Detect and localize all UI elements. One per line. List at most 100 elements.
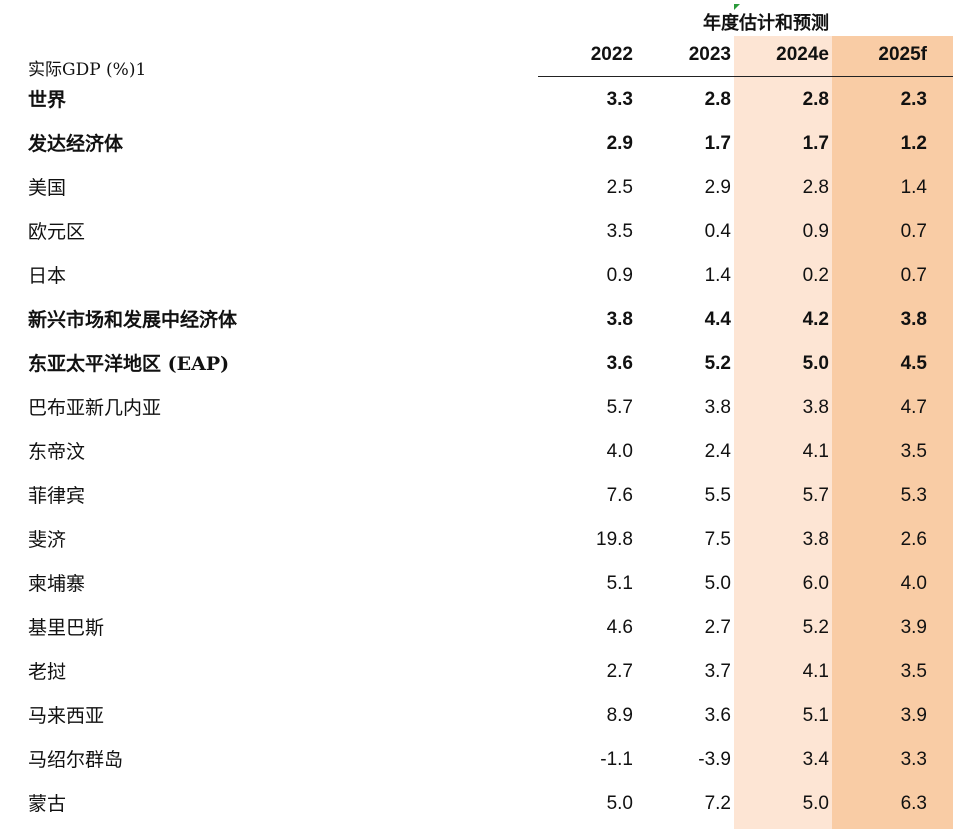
- table-row: 蒙古 5.0 7.2 5.0 6.3: [0, 792, 953, 836]
- value-cell-2022: 4.6: [606, 617, 633, 638]
- value-cell-2025f: 0.7: [900, 265, 927, 286]
- value-cell-2023: 2.7: [704, 617, 731, 638]
- value-cell-2022: 5.0: [606, 793, 633, 814]
- value-cell-2023: 0.4: [704, 221, 731, 242]
- value-cell-2022: 0.9: [606, 265, 633, 286]
- table-row: 美国 2.5 2.9 2.8 1.4: [0, 176, 953, 220]
- estimate-column-shading: [734, 36, 832, 829]
- value-cell-2024e: 5.7: [802, 485, 829, 506]
- value-cell-2022: 8.9: [606, 705, 633, 726]
- value-cell-2024e: 5.0: [802, 353, 829, 374]
- row-label: 马绍尔群岛: [28, 749, 124, 771]
- table-row: 菲律宾 7.6 5.5 5.7 5.3: [0, 484, 953, 528]
- value-cell-2025f: 4.5: [900, 353, 927, 374]
- forecast-column-shading: [832, 36, 953, 829]
- value-cell-2025f: 4.0: [900, 573, 927, 594]
- value-cell-2025f: 2.3: [900, 89, 927, 110]
- value-cell-2025f: 6.3: [900, 793, 927, 814]
- value-cell-2022: 7.6: [606, 485, 633, 506]
- table-row: 东亚太平洋地区 (EAP) 3.6 5.2 5.0 4.5: [0, 352, 953, 396]
- value-cell-2024e: 1.7: [802, 133, 829, 154]
- value-cell-2022: 3.6: [606, 353, 633, 374]
- value-cell-2023: 1.4: [704, 265, 731, 286]
- value-cell-2024e: 0.2: [802, 265, 829, 286]
- table-row: 日本 0.9 1.4 0.2 0.7: [0, 264, 953, 308]
- value-cell-2022: 2.5: [606, 177, 633, 198]
- value-cell-2023: 5.0: [704, 573, 731, 594]
- value-cell-2024e: 0.9: [802, 221, 829, 242]
- value-cell-2022: -1.1: [600, 749, 633, 770]
- table-row: 发达经济体 2.9 1.7 1.7 1.2: [0, 132, 953, 176]
- row-label: 老挝: [28, 661, 67, 683]
- cell-comment-marker-icon: [734, 4, 740, 10]
- value-cell-2023: 2.8: [704, 89, 731, 110]
- row-label: 蒙古: [28, 793, 67, 815]
- table-row: 世界 3.3 2.8 2.8 2.3: [0, 88, 953, 132]
- year-header-2022: 2022: [590, 44, 633, 65]
- value-cell-2022: 3.5: [606, 221, 633, 242]
- row-label: 欧元区: [28, 221, 86, 243]
- value-cell-2023: 3.7: [704, 661, 731, 682]
- value-cell-2025f: 3.5: [900, 661, 927, 682]
- value-cell-2024e: 2.8: [802, 89, 829, 110]
- value-cell-2023: 3.8: [704, 397, 731, 418]
- table-row: 新兴市场和发展中经济体 3.8 4.4 4.2 3.8: [0, 308, 953, 352]
- value-cell-2024e: 6.0: [802, 573, 829, 594]
- value-cell-2025f: 0.7: [900, 221, 927, 242]
- header-divider: [538, 76, 953, 77]
- value-cell-2024e: 5.0: [802, 793, 829, 814]
- row-label: 基里巴斯: [28, 617, 105, 639]
- row-label: 斐济: [28, 529, 67, 551]
- row-label: 菲律宾: [28, 485, 86, 507]
- table-row: 柬埔寨 5.1 5.0 6.0 4.0: [0, 572, 953, 616]
- value-cell-2023: 7.2: [704, 793, 731, 814]
- value-cell-2023: -3.9: [698, 749, 731, 770]
- year-header-2025f: 2025f: [878, 44, 927, 65]
- value-cell-2022: 19.8: [596, 529, 633, 550]
- table-row: 东帝汶 4.0 2.4 4.1 3.5: [0, 440, 953, 484]
- table-row: 巴布亚新几内亚 5.7 3.8 3.8 4.7: [0, 396, 953, 440]
- row-label: 新兴市场和发展中经济体: [28, 309, 238, 331]
- table-row: 斐济 19.8 7.5 3.8 2.6: [0, 528, 953, 572]
- year-header-2024e: 2024e: [776, 44, 829, 65]
- value-cell-2025f: 3.3: [900, 749, 927, 770]
- value-cell-2024e: 3.4: [802, 749, 829, 770]
- value-cell-2024e: 3.8: [802, 397, 829, 418]
- value-cell-2025f: 1.4: [900, 177, 927, 198]
- value-cell-2023: 7.5: [704, 529, 731, 550]
- value-cell-2022: 4.0: [606, 441, 633, 462]
- value-cell-2022: 5.7: [606, 397, 633, 418]
- value-cell-2024e: 4.1: [802, 441, 829, 462]
- value-cell-2024e: 2.8: [802, 177, 829, 198]
- value-cell-2024e: 5.1: [802, 705, 829, 726]
- value-cell-2022: 5.1: [606, 573, 633, 594]
- value-cell-2023: 4.4: [704, 309, 731, 330]
- row-label: 东帝汶: [28, 441, 86, 463]
- indicator-column-label: 实际GDP (%)1: [28, 60, 147, 80]
- value-cell-2022: 3.8: [606, 309, 633, 330]
- value-cell-2022: 3.3: [606, 89, 633, 110]
- row-label: 柬埔寨: [28, 573, 86, 595]
- value-cell-2025f: 3.5: [900, 441, 927, 462]
- row-label: 马来西亚: [28, 705, 105, 727]
- table-row: 欧元区 3.5 0.4 0.9 0.7: [0, 220, 953, 264]
- row-label: 发达经济体: [28, 133, 124, 155]
- value-cell-2024e: 4.1: [802, 661, 829, 682]
- row-label: 日本: [28, 265, 67, 287]
- value-cell-2023: 3.6: [704, 705, 731, 726]
- value-cell-2024e: 4.2: [802, 309, 829, 330]
- row-label: 东亚太平洋地区 (EAP): [28, 353, 230, 375]
- row-label: 巴布亚新几内亚: [28, 397, 162, 419]
- value-cell-2025f: 5.3: [900, 485, 927, 506]
- row-label: 美国: [28, 177, 67, 199]
- table-row: 老挝 2.7 3.7 4.1 3.5: [0, 660, 953, 704]
- value-cell-2024e: 5.2: [802, 617, 829, 638]
- value-cell-2022: 2.7: [606, 661, 633, 682]
- value-cell-2022: 2.9: [606, 133, 633, 154]
- value-cell-2025f: 3.9: [900, 617, 927, 638]
- value-cell-2024e: 3.8: [802, 529, 829, 550]
- value-cell-2025f: 1.2: [900, 133, 927, 154]
- value-cell-2023: 2.9: [704, 177, 731, 198]
- value-cell-2023: 1.7: [704, 133, 731, 154]
- value-cell-2025f: 3.8: [900, 309, 927, 330]
